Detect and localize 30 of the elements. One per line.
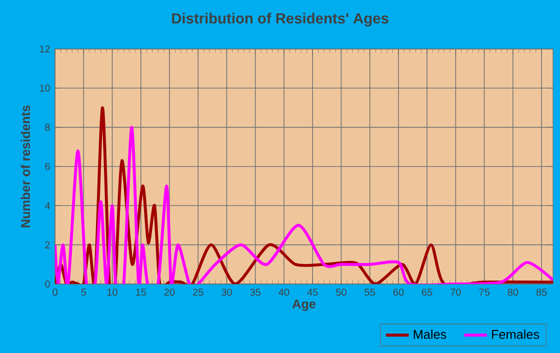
y-tick-label: 4 xyxy=(44,202,50,210)
y-tick-label: 2 xyxy=(45,241,50,248)
x-axis-title: Age xyxy=(292,300,316,311)
x-tick-label: 65 xyxy=(422,288,432,296)
y-tick-label: 12 xyxy=(40,46,50,52)
x-tick-label: 0 xyxy=(52,288,58,296)
x-tick-label: 50 xyxy=(336,288,346,296)
y-tick-label: 8 xyxy=(45,124,50,131)
x-tick-label: 35 xyxy=(250,288,260,296)
x-tick-label: 55 xyxy=(364,288,375,296)
x-tick-label: 70 xyxy=(450,288,461,296)
chart-title: Distribution of Residents' Ages xyxy=(172,12,388,27)
x-tick-label: 30 xyxy=(222,288,232,296)
x-tick-label: 75 xyxy=(479,288,490,296)
x-tick-label: 20 xyxy=(164,288,175,296)
x-tick-label: 80 xyxy=(508,288,518,296)
x-tick-label: 60 xyxy=(393,288,404,296)
y-tick-label: 0 xyxy=(45,280,50,288)
y-tick-label: 6 xyxy=(45,162,50,170)
x-tick-label: 85 xyxy=(536,288,547,296)
legend-label: Males xyxy=(414,330,446,339)
x-tick-label: 25 xyxy=(193,288,204,296)
x-tick-label: 5 xyxy=(81,288,86,296)
legend-label: Females xyxy=(492,330,540,339)
y-axis-title: Number of residents xyxy=(20,105,30,228)
x-tick-label: 40 xyxy=(278,288,290,296)
x-tick-label: 10 xyxy=(107,288,118,296)
x-tick-label: 15 xyxy=(136,288,146,296)
y-tick-label: 10 xyxy=(40,84,50,92)
x-tick-label: 45 xyxy=(307,288,318,296)
